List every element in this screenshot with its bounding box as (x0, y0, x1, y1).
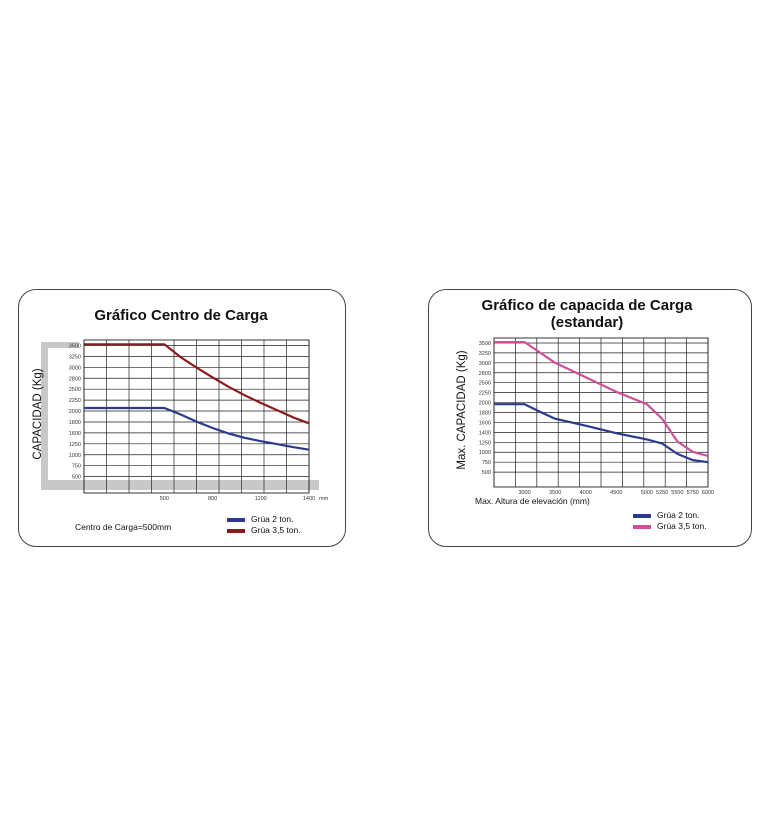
y-tick-label: 1400 (479, 430, 491, 436)
legend-swatch-series-2 (633, 525, 651, 529)
chart-title: Gráfico de capacida de Carga (482, 297, 694, 314)
y-tick-label: 1600 (479, 420, 491, 426)
x-tick-label: 4000 (580, 490, 592, 496)
x-tick-label: 3000 (518, 490, 530, 496)
x-tick-label: 5750 (687, 490, 699, 496)
x-tick-label: 500 (160, 496, 169, 502)
y-tick-label: 3000 (69, 365, 81, 371)
y-axis-label: Max. CAPACIDAD (Kg) (456, 350, 468, 469)
y-tick-label: 2250 (69, 398, 81, 404)
series-line-2 (84, 343, 310, 425)
y-tick-label: 1000 (479, 450, 491, 456)
y-tick-label: 1000 (69, 453, 81, 459)
legend-swatch-series-1 (633, 514, 651, 518)
y-tick-label: 2000 (479, 401, 491, 407)
legend-swatch-series-1 (227, 518, 245, 522)
plot-area: 3500 3250 3000 2800 2500 2250 2000 1800 1600 1250… (69, 339, 329, 502)
y-tick-label: 1250 (69, 442, 81, 448)
x-tick-label: 5000 (641, 490, 653, 496)
fork-decoration (41, 342, 319, 490)
y-tick-label: 750 (72, 464, 81, 470)
y-axis-label: CAPACIDAD (Kg) (32, 368, 44, 459)
x-tick-label: 1400 (303, 496, 315, 502)
legend: Grúa 2 ton. Grúa 3,5 ton. (227, 514, 301, 535)
chart-title: Gráfico Centro de Carga (94, 307, 268, 324)
y-tick-label: 2000 (69, 409, 81, 415)
x-tick-label: 3500 (549, 490, 561, 496)
y-tick-label: 2800 (479, 371, 491, 377)
chart-subtitle: (estandar) (551, 314, 624, 331)
x-axis-label: Max. Altura de elevación (mm) (475, 496, 590, 506)
legend-label-series-1: Grúa 2 ton. (251, 514, 294, 524)
y-tick-label: 2500 (479, 381, 491, 387)
y-tick-label: 1250 (479, 440, 491, 446)
legend-label-series-1: Grúa 2 ton. (657, 510, 700, 520)
y-tick-label: 1600 (69, 431, 81, 437)
y-tick-label: 3000 (479, 361, 491, 367)
lift-height-chart: Gráfico de capacida de Carga (estandar) … (456, 297, 714, 531)
y-tick-label: 2250 (479, 391, 491, 397)
legend-label-series-2: Grúa 3,5 ton. (251, 525, 301, 535)
chart-card-load-center: Gráfico Centro de Carga CAPACIDAD (Kg) C… (18, 289, 346, 547)
x-axis-label: Centro de Carga=500mm (75, 522, 171, 532)
x-unit-label: mm (319, 496, 329, 502)
plot-frame (83, 339, 310, 494)
y-tick-label: 3500 (69, 343, 81, 349)
legend-swatch-series-2 (227, 529, 245, 533)
y-tick-label: 750 (482, 460, 491, 466)
y-tick-label: 2800 (69, 376, 81, 382)
y-tick-label: 500 (72, 475, 81, 481)
y-tick-label: 1800 (69, 420, 81, 426)
x-tick-label: 800 (208, 496, 217, 502)
load-center-chart: Gráfico Centro de Carga CAPACIDAD (Kg) C… (32, 307, 329, 535)
x-tick-label: 1100 (255, 496, 267, 502)
chart-card-lift-height: Gráfico de capacida de Carga (estandar) … (428, 289, 752, 547)
series-line-1 (84, 406, 310, 451)
y-tick-label: 3500 (479, 341, 491, 347)
legend-label-series-2: Grúa 3,5 ton. (657, 521, 707, 531)
y-tick-label: 500 (482, 470, 491, 476)
x-tick-label: 4500 (610, 490, 622, 496)
y-tick-label: 2500 (69, 387, 81, 393)
plot-area: 3500 3250 3000 2800 2500 2250 2000 1800 1600 1400… (479, 337, 714, 496)
y-tick-label: 3250 (69, 354, 81, 360)
x-tick-label: 5500 (671, 490, 683, 496)
x-tick-label: 5250 (656, 490, 668, 496)
series-line-1 (494, 403, 709, 464)
y-tick-label: 1800 (479, 411, 491, 417)
series-line-2 (494, 340, 709, 458)
x-tick-label: 6000 (702, 490, 714, 496)
legend: Grúa 2 ton. Grúa 3,5 ton. (633, 510, 707, 531)
y-tick-label: 3250 (479, 351, 491, 357)
plot-frame (493, 337, 709, 488)
